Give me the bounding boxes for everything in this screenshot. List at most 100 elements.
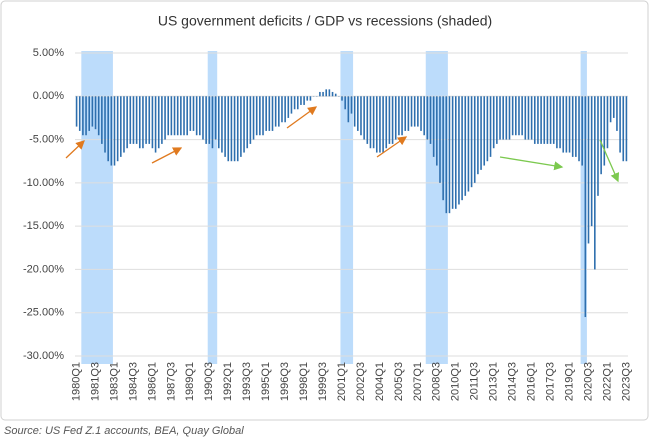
bar [79, 96, 81, 131]
bar [303, 96, 305, 105]
bar [275, 96, 277, 126]
bar [164, 96, 166, 139]
bar [436, 96, 438, 165]
x-tick-label: 1998Q1 [298, 362, 310, 401]
bar [588, 96, 590, 243]
x-tick-label: 1984Q3 [127, 362, 139, 401]
bar [221, 96, 223, 152]
bar [161, 96, 163, 144]
bar [205, 96, 207, 144]
bar [183, 96, 185, 135]
bar [243, 96, 245, 152]
bar [145, 96, 147, 144]
bar [117, 96, 119, 161]
bar [442, 96, 444, 200]
x-tick-label: 2007Q1 [412, 362, 424, 401]
bar [325, 89, 327, 96]
bar [341, 96, 343, 100]
bar [506, 96, 508, 139]
bar [547, 96, 549, 144]
bar [310, 96, 312, 100]
bar [104, 96, 106, 152]
bar [487, 96, 489, 161]
bar [335, 94, 337, 97]
y-tick-label: -10.00% [23, 177, 64, 189]
bar [88, 96, 90, 131]
bar [269, 96, 271, 131]
bar [76, 96, 78, 126]
y-tick-label: -25.00% [23, 307, 64, 319]
x-tick-label: 1986Q1 [146, 362, 158, 401]
bar [152, 96, 154, 148]
bar [253, 96, 255, 139]
x-tick-label: 1989Q1 [184, 362, 196, 401]
bar [281, 96, 283, 122]
bar [411, 96, 413, 126]
x-tick-label: 2008Q3 [431, 362, 443, 401]
x-tick-label: 1987Q3 [165, 362, 177, 401]
bar [537, 96, 539, 144]
bar [471, 96, 473, 187]
x-tick-label: 1990Q3 [203, 362, 215, 401]
bar [288, 96, 290, 118]
bar [190, 96, 192, 131]
bar [581, 96, 583, 165]
bar [509, 96, 511, 139]
bar [518, 96, 520, 135]
bar [496, 96, 498, 144]
bar [240, 96, 242, 157]
bar [550, 96, 552, 144]
bar [322, 92, 324, 96]
bar [433, 96, 435, 157]
bar [234, 96, 236, 161]
bar [452, 96, 454, 209]
bar [515, 96, 517, 135]
x-tick-label: 1983Q1 [108, 362, 120, 401]
bar [284, 96, 286, 122]
bar [607, 96, 609, 148]
bar [278, 96, 280, 126]
bar [351, 96, 353, 113]
bar [556, 96, 558, 148]
bar [85, 96, 87, 135]
bar [376, 96, 378, 152]
bar [120, 96, 122, 157]
x-tick-label: 2005Q3 [393, 362, 405, 401]
bar [237, 96, 239, 161]
x-tick-label: 2010Q1 [450, 362, 462, 401]
x-tick-label: 2020Q3 [582, 362, 594, 401]
bar [468, 96, 470, 191]
bar [446, 96, 448, 213]
bar [597, 96, 599, 196]
bar [155, 96, 157, 152]
bar [370, 96, 372, 148]
bar [180, 96, 182, 135]
x-tick-label: 2023Q3 [620, 362, 632, 401]
bar [408, 96, 410, 131]
bar [569, 96, 571, 152]
x-tick-label: 2001Q1 [336, 362, 348, 401]
bar [186, 96, 188, 135]
bar [616, 96, 618, 131]
bar [525, 96, 527, 139]
bar [297, 96, 299, 109]
bar [291, 96, 293, 113]
bar [272, 96, 274, 131]
bar [114, 96, 116, 165]
x-tick-label: 2019Q1 [563, 362, 575, 401]
bar [534, 96, 536, 144]
bar [139, 96, 141, 148]
y-tick-label: -15.00% [23, 220, 64, 232]
bar [256, 96, 258, 135]
bar [395, 96, 397, 139]
x-tick-label: 1995Q1 [260, 362, 272, 401]
bar [360, 96, 362, 135]
bar [193, 96, 195, 131]
bar [227, 96, 229, 161]
bar [562, 96, 564, 152]
bar [262, 96, 264, 135]
bar [455, 96, 457, 209]
bar [392, 96, 394, 144]
bar [209, 96, 211, 144]
bar [401, 96, 403, 135]
